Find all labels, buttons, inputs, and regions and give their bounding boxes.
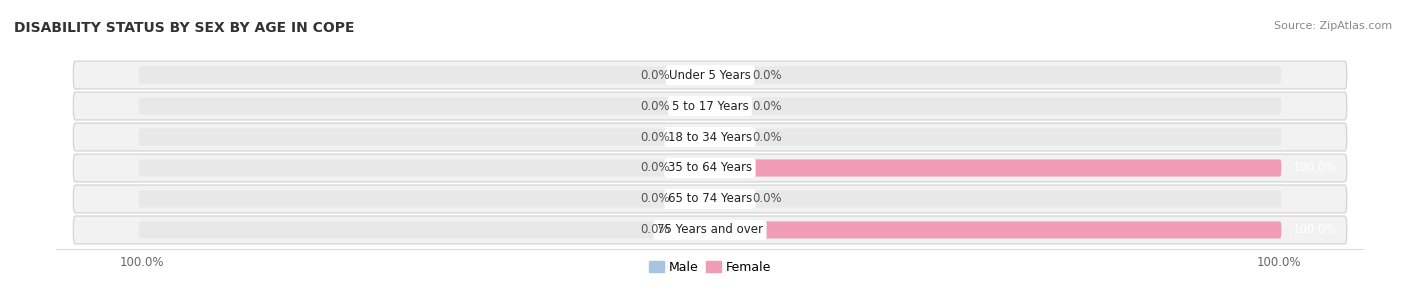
- FancyBboxPatch shape: [73, 92, 1347, 120]
- FancyBboxPatch shape: [139, 160, 707, 177]
- FancyBboxPatch shape: [139, 221, 707, 239]
- Text: 65 to 74 Years: 65 to 74 Years: [668, 192, 752, 206]
- FancyBboxPatch shape: [139, 190, 707, 207]
- FancyBboxPatch shape: [713, 190, 741, 207]
- Text: 0.0%: 0.0%: [641, 69, 671, 81]
- Text: 0.0%: 0.0%: [752, 99, 782, 113]
- FancyBboxPatch shape: [139, 98, 707, 115]
- Text: 0.0%: 0.0%: [641, 131, 671, 144]
- FancyBboxPatch shape: [713, 98, 1281, 115]
- FancyBboxPatch shape: [679, 190, 707, 207]
- Text: 0.0%: 0.0%: [641, 161, 671, 174]
- Text: 100.0%: 100.0%: [1292, 224, 1337, 236]
- FancyBboxPatch shape: [713, 160, 1281, 177]
- Text: Under 5 Years: Under 5 Years: [669, 69, 751, 81]
- FancyBboxPatch shape: [139, 128, 707, 145]
- FancyBboxPatch shape: [73, 185, 1347, 213]
- Text: DISABILITY STATUS BY SEX BY AGE IN COPE: DISABILITY STATUS BY SEX BY AGE IN COPE: [14, 21, 354, 35]
- FancyBboxPatch shape: [713, 221, 1281, 239]
- FancyBboxPatch shape: [713, 98, 741, 115]
- FancyBboxPatch shape: [713, 128, 741, 145]
- FancyBboxPatch shape: [713, 221, 1281, 239]
- FancyBboxPatch shape: [73, 123, 1347, 151]
- Text: 100.0%: 100.0%: [1292, 161, 1337, 174]
- Text: 75 Years and over: 75 Years and over: [657, 224, 763, 236]
- FancyBboxPatch shape: [679, 160, 707, 177]
- FancyBboxPatch shape: [73, 216, 1347, 244]
- FancyBboxPatch shape: [679, 221, 707, 239]
- FancyBboxPatch shape: [73, 61, 1347, 89]
- FancyBboxPatch shape: [139, 66, 707, 84]
- FancyBboxPatch shape: [679, 66, 707, 84]
- FancyBboxPatch shape: [713, 66, 741, 84]
- Text: 35 to 64 Years: 35 to 64 Years: [668, 161, 752, 174]
- FancyBboxPatch shape: [713, 66, 1281, 84]
- Legend: Male, Female: Male, Female: [644, 256, 776, 279]
- Text: 18 to 34 Years: 18 to 34 Years: [668, 131, 752, 144]
- Text: 0.0%: 0.0%: [752, 131, 782, 144]
- Text: 0.0%: 0.0%: [641, 99, 671, 113]
- Text: 0.0%: 0.0%: [641, 224, 671, 236]
- Text: 0.0%: 0.0%: [641, 192, 671, 206]
- Text: 0.0%: 0.0%: [752, 69, 782, 81]
- FancyBboxPatch shape: [73, 154, 1347, 182]
- FancyBboxPatch shape: [713, 160, 1281, 177]
- Text: 5 to 17 Years: 5 to 17 Years: [672, 99, 748, 113]
- FancyBboxPatch shape: [713, 190, 1281, 207]
- FancyBboxPatch shape: [679, 128, 707, 145]
- FancyBboxPatch shape: [713, 128, 1281, 145]
- Text: 0.0%: 0.0%: [752, 192, 782, 206]
- FancyBboxPatch shape: [679, 98, 707, 115]
- Text: Source: ZipAtlas.com: Source: ZipAtlas.com: [1274, 21, 1392, 31]
